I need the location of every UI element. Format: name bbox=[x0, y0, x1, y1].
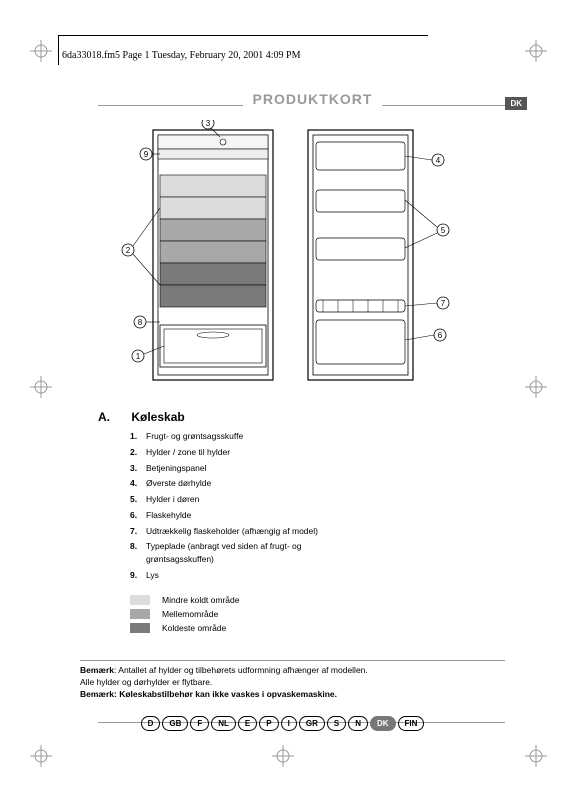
note-bold: Bemærk bbox=[80, 665, 114, 675]
lang-pill-gr: GR bbox=[299, 716, 325, 731]
callout-8: 8 bbox=[138, 318, 143, 327]
header-top-rule bbox=[58, 35, 428, 36]
legend-swatch bbox=[130, 595, 150, 605]
callout-9: 9 bbox=[144, 150, 149, 159]
lang-pill-f: F bbox=[190, 716, 209, 731]
list-item: 9.Lys bbox=[130, 569, 326, 582]
legend-swatch bbox=[130, 623, 150, 633]
legend-row: Mellemområde bbox=[130, 609, 239, 619]
language-row: DGBFNLEPIGRSNDKFIN bbox=[0, 716, 565, 731]
crop-mark-mr bbox=[525, 376, 547, 398]
crop-mark-br bbox=[525, 745, 547, 767]
lang-pill-fin: FIN bbox=[398, 716, 425, 731]
crop-mark-bc bbox=[272, 745, 294, 767]
lang-pill-nl: NL bbox=[211, 716, 236, 731]
callout-6: 6 bbox=[438, 331, 443, 340]
list-item: 4.Øverste dørhylde bbox=[130, 477, 326, 490]
lang-pill-i: I bbox=[281, 716, 297, 731]
callout-7: 7 bbox=[441, 299, 446, 308]
legend-row: Koldeste område bbox=[130, 623, 239, 633]
crop-mark-bl bbox=[30, 745, 52, 767]
lang-badge: DK bbox=[505, 97, 527, 110]
lang-pill-gb: GB bbox=[162, 716, 188, 731]
lang-pill-n: N bbox=[348, 716, 368, 731]
list-item: 6.Flaskehylde bbox=[130, 509, 326, 522]
list-item: 3.Betjeningspanel bbox=[130, 462, 326, 475]
page-header-text: 6da33018.fm5 Page 1 Tuesday, February 20… bbox=[62, 50, 301, 61]
callout-2: 2 bbox=[126, 246, 131, 255]
header-left-rule bbox=[58, 35, 59, 65]
lang-pill-dk: DK bbox=[370, 716, 396, 731]
legend-swatch bbox=[130, 609, 150, 619]
notes-rule bbox=[80, 660, 505, 661]
title-bar: PRODUKTKORT bbox=[98, 105, 527, 106]
section-heading: A. Køleskab bbox=[98, 410, 185, 424]
section-name: Køleskab bbox=[131, 410, 184, 424]
legend: Mindre koldt område Mellemområde Koldest… bbox=[130, 595, 239, 637]
callout-3: 3 bbox=[206, 120, 211, 128]
callout-1: 1 bbox=[136, 352, 141, 361]
list-item: 2.Hylder / zone til hylder bbox=[130, 446, 326, 459]
notes: Bemærk: Antallet af hylder og tilbehøret… bbox=[80, 660, 505, 701]
note-text: Alle hylder og dørhylder er flytbare. bbox=[80, 677, 505, 689]
list-item: 1.Frugt- og grøntsagsskuffe bbox=[130, 430, 326, 443]
section-letter: A. bbox=[98, 410, 128, 424]
list-item: 8.Typeplade (anbragt ved siden af frugt-… bbox=[130, 540, 326, 566]
lang-pill-d: D bbox=[141, 716, 161, 731]
legend-row: Mindre koldt område bbox=[130, 595, 239, 605]
lang-pill-s: S bbox=[327, 716, 346, 731]
note-text: : Antallet af hylder og tilbehørets udfo… bbox=[114, 665, 368, 675]
lang-pill-p: P bbox=[259, 716, 278, 731]
crop-mark-tl bbox=[30, 40, 52, 62]
product-diagram: 3 9 2 8 1 4 5 7 6 bbox=[98, 120, 458, 390]
list-item: 5.Hylder i døren bbox=[130, 493, 326, 506]
lang-pill-e: E bbox=[238, 716, 257, 731]
note-bold: Bemærk: Køleskabstilbehør kan ikke vaske… bbox=[80, 689, 337, 699]
parts-list: 1.Frugt- og grøntsagsskuffe 2.Hylder / z… bbox=[130, 430, 326, 585]
list-item: 7.Udtrækkelig flaskeholder (afhængig af … bbox=[130, 525, 326, 538]
callout-5: 5 bbox=[441, 226, 446, 235]
crop-mark-tr bbox=[525, 40, 547, 62]
callout-4: 4 bbox=[436, 156, 441, 165]
page-title: PRODUKTKORT bbox=[243, 91, 383, 107]
crop-mark-ml bbox=[30, 376, 52, 398]
